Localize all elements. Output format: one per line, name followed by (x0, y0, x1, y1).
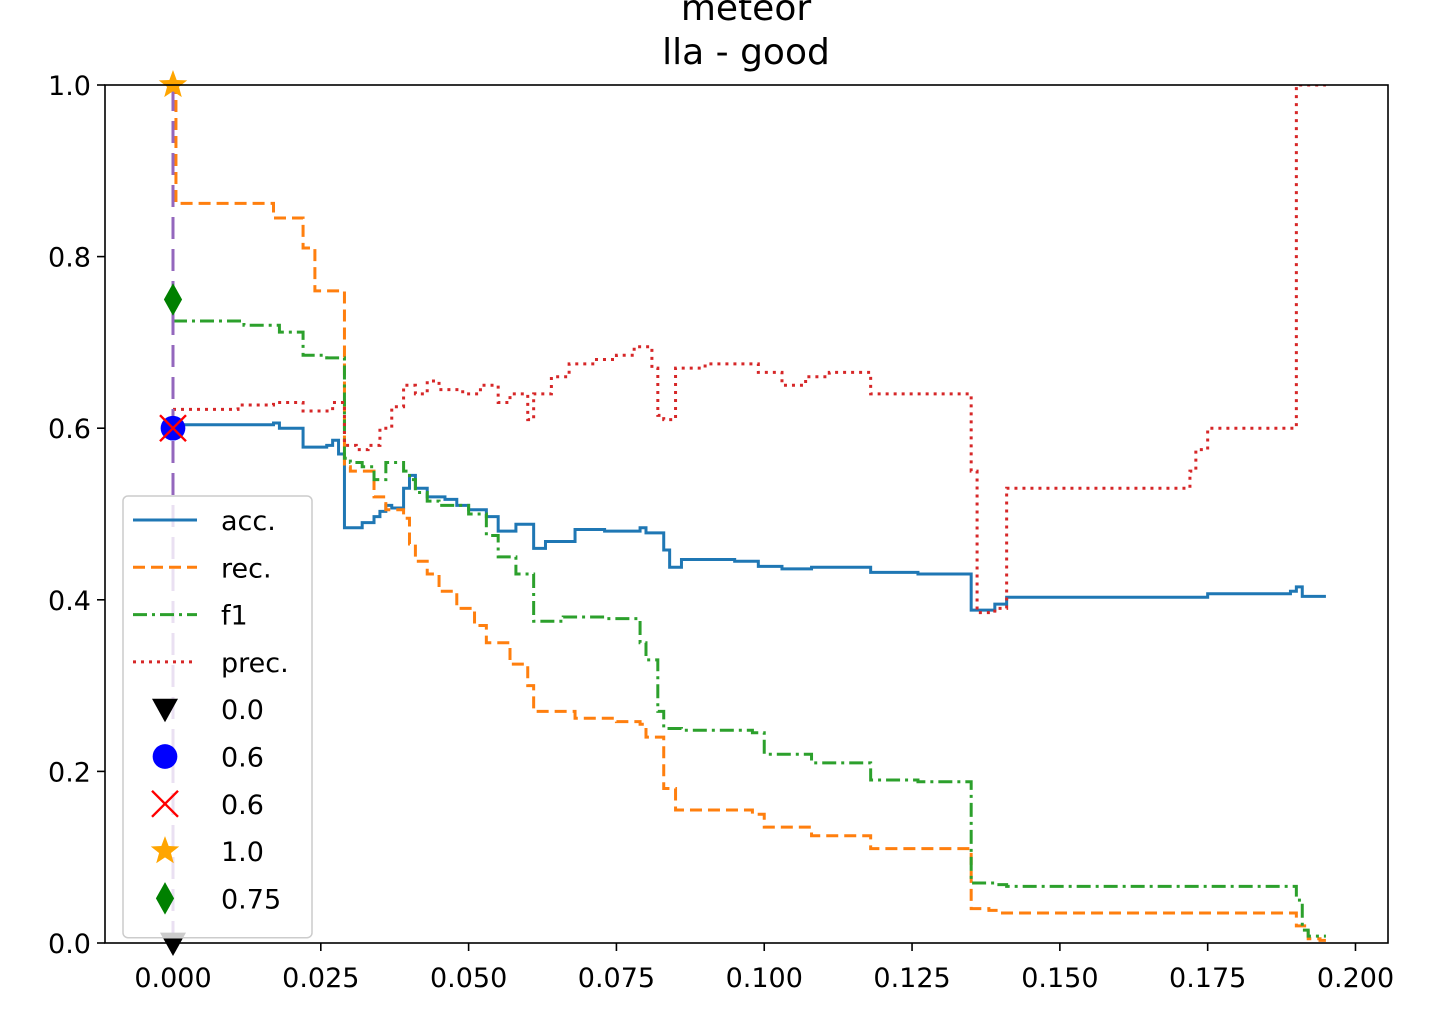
y-tick-label: 1.0 (48, 71, 91, 102)
legend-triangle-down-marker (152, 698, 178, 723)
series-prec-line (172, 85, 1326, 615)
plot-series (171, 85, 1326, 943)
legend-star-marker (150, 836, 180, 864)
legend-label: 0.6 (221, 790, 264, 821)
legend-circle-marker (152, 744, 178, 769)
diamond-marker (163, 283, 183, 316)
x-tick-label: 0.050 (430, 963, 507, 994)
x-tick-label: 0.200 (1317, 963, 1394, 994)
legend-label: f1 (221, 601, 248, 632)
x-tick-label: 0.175 (1169, 963, 1246, 994)
series-acc-line (172, 421, 1326, 612)
x-tick-label: 0.000 (134, 963, 211, 994)
series-f1-line (172, 319, 1326, 938)
y-axis: 0.0 0.2 0.4 0.6 0.8 1.0 (48, 71, 105, 960)
plot-markers (158, 70, 188, 956)
legend-label: 1.0 (221, 837, 264, 868)
y-tick-label: 0.8 (48, 243, 91, 274)
chart-title: meteor (681, 0, 812, 29)
legend-box (122, 495, 313, 939)
legend-label: rec. (221, 553, 272, 584)
x-tick-label: 0.100 (726, 963, 803, 994)
legend-label: 0.6 (221, 743, 264, 774)
x-tick-label: 0.150 (1021, 963, 1098, 994)
legend-label: acc. (221, 506, 276, 537)
y-tick-label: 0.2 (48, 757, 91, 788)
x-tick-label: 0.025 (282, 963, 359, 994)
series-rec-line (172, 85, 1326, 942)
y-tick-label: 0.0 (48, 929, 91, 960)
legend-label: prec. (221, 648, 289, 679)
star-marker (158, 70, 188, 98)
x-tick-label: 0.075 (578, 963, 655, 994)
y-tick-label: 0.4 (48, 586, 91, 617)
chart-subtitle: lla - good (662, 32, 830, 73)
legend-x-marker (151, 789, 179, 818)
legend-label: 0.75 (221, 884, 281, 915)
legend-label: 0.0 (221, 695, 264, 726)
y-tick-label: 0.6 (48, 414, 91, 445)
legend: acc. rec. f1 prec. 0.0 0.6 0.6 1.0 0.75 (122, 495, 313, 939)
legend-diamond-marker (155, 882, 175, 915)
plot-frame (104, 84, 1389, 944)
x-marker (159, 414, 187, 443)
x-axis: 0.000 0.025 0.050 0.075 0.100 0.125 0.150 0.175… (134, 943, 1394, 994)
x-tick-label: 0.125 (873, 963, 950, 994)
